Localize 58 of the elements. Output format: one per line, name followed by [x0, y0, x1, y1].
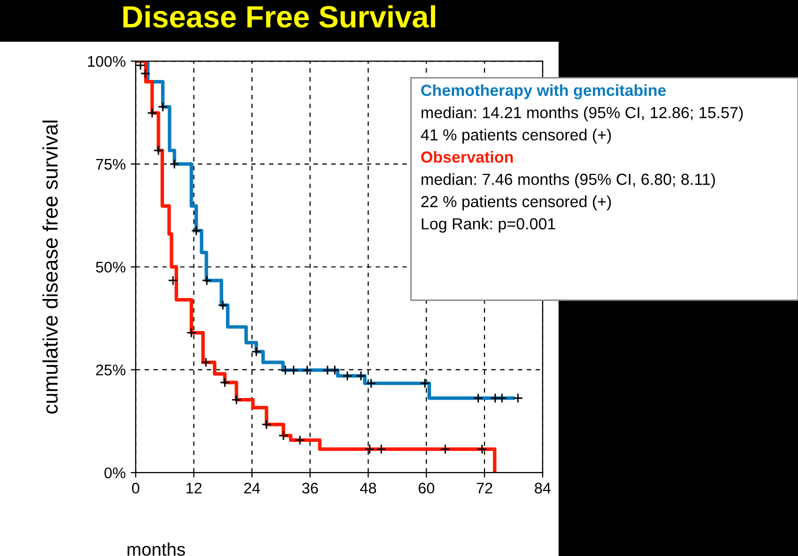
point — [322, 365, 333, 376]
x-tick-label: 48 — [360, 482, 376, 494]
x-tick-label: 12 — [186, 482, 202, 494]
annotation: Log Rank: p=0.001 — [422, 218, 556, 233]
x-tick-label: 60 — [418, 482, 434, 494]
point — [251, 346, 262, 357]
point — [473, 393, 484, 404]
point — [168, 275, 178, 286]
point — [218, 300, 228, 310]
point — [280, 365, 290, 376]
point — [496, 393, 508, 404]
point — [147, 108, 158, 118]
point — [490, 393, 500, 404]
y-tick-label: 0% — [104, 467, 126, 478]
x-tick-label: 24 — [244, 482, 260, 494]
text: Observation — [421, 151, 513, 163]
point — [376, 444, 386, 454]
point — [140, 68, 150, 79]
point — [364, 444, 375, 454]
annotation: median: 14.21 months (95% CI, 12.86; 15.57) — [422, 106, 743, 122]
text: Chemotherapy with gemcitabine — [421, 84, 666, 100]
y-tick-label: 25% — [96, 364, 126, 376]
point — [294, 435, 305, 446]
point — [278, 430, 289, 441]
point — [440, 444, 450, 454]
y-tick-label: 50% — [96, 262, 126, 273]
point — [302, 365, 312, 376]
point — [169, 158, 180, 170]
point — [220, 377, 230, 388]
point — [288, 365, 299, 376]
x-tick-label: 72 — [476, 482, 492, 494]
point — [366, 378, 376, 388]
x-tick-label: 84 — [534, 482, 551, 494]
x-tick-label: 0 — [132, 482, 140, 494]
x-axis-title: months — [128, 542, 185, 556]
y-tick-label: 100% — [88, 56, 126, 67]
y-tick-label: 75% — [96, 158, 126, 170]
annotation: 41 % patients censored (+) — [420, 128, 611, 144]
point — [420, 378, 430, 388]
point — [136, 61, 146, 70]
annotation: 22 % patients censored (+) — [421, 195, 611, 210]
point — [200, 357, 211, 368]
point — [186, 328, 196, 338]
point — [261, 419, 272, 430]
point — [231, 394, 242, 405]
point — [191, 226, 202, 236]
point — [342, 370, 352, 381]
point — [158, 102, 168, 112]
annotation: median: 7.46 months (95% CI, 6.80; 8.11) — [422, 173, 715, 188]
point — [202, 275, 212, 286]
point — [512, 393, 524, 404]
point — [356, 370, 366, 381]
x-tick-label: 36 — [302, 482, 318, 494]
y-axis-title: cumulative disease free survival — [42, 120, 58, 414]
point — [330, 365, 340, 376]
point — [153, 145, 164, 156]
chart-title: Disease Free Survival — [123, 5, 436, 28]
point — [476, 444, 488, 454]
